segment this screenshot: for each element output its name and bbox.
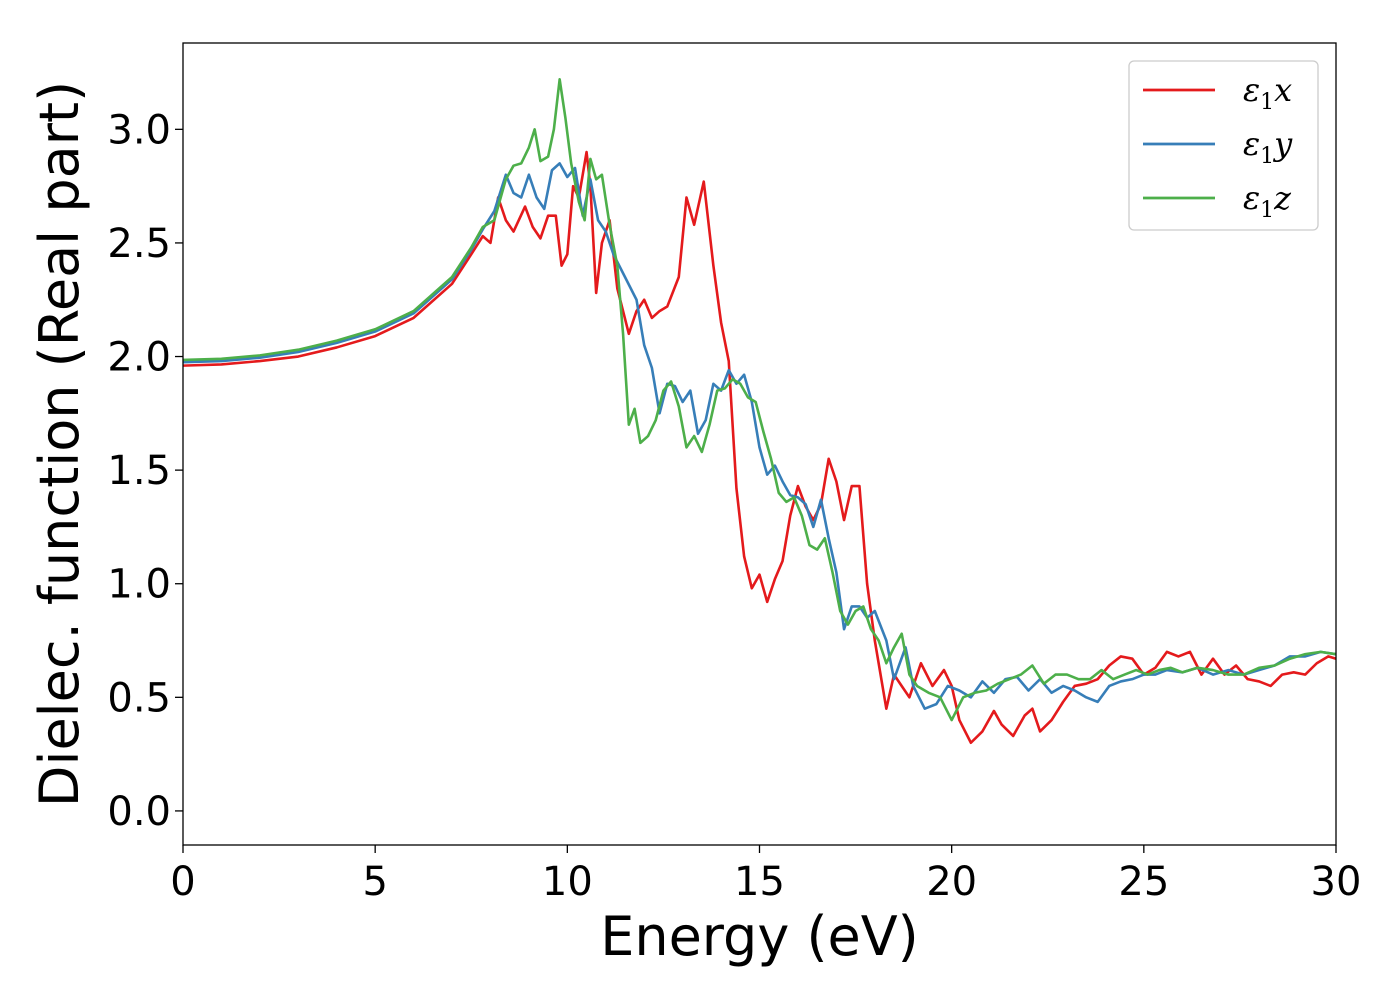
y-tick-label: 2.0 [107,335,171,381]
y-tick-label: 2.5 [107,221,171,267]
x-axis: 0 5 10 15 20 25 30 [170,845,1361,905]
legend-label-y: ε1y [1243,125,1293,169]
y-tick-label: 0.0 [107,789,171,835]
y-tick-label: 0.5 [107,675,171,721]
x-tick-label: 20 [926,859,977,905]
x-tick-label: 5 [362,859,387,905]
y-axis: 0.0 0.5 1.0 1.5 2.0 2.5 3.0 [107,107,183,835]
x-axis-label: Energy (eV) [600,905,919,968]
x-tick-label: 0 [170,859,195,905]
legend-label-z: ε1z [1243,179,1292,223]
legend: ε1x ε1y ε1z [1128,60,1319,231]
series-line-z [183,78,1336,722]
legend-box [1128,60,1319,231]
y-axis-label: Dielec. function (Real part) [28,81,91,807]
y-tick-label: 1.5 [107,448,171,494]
x-tick-label: 25 [1118,859,1169,905]
x-tick-label: 15 [734,859,785,905]
y-tick-label: 3.0 [107,107,171,153]
y-tick-label: 1.0 [107,562,171,608]
legend-label-x: ε1x [1243,71,1292,115]
x-tick-label: 10 [542,859,593,905]
series-layer [183,78,1336,745]
x-tick-label: 30 [1311,859,1362,905]
